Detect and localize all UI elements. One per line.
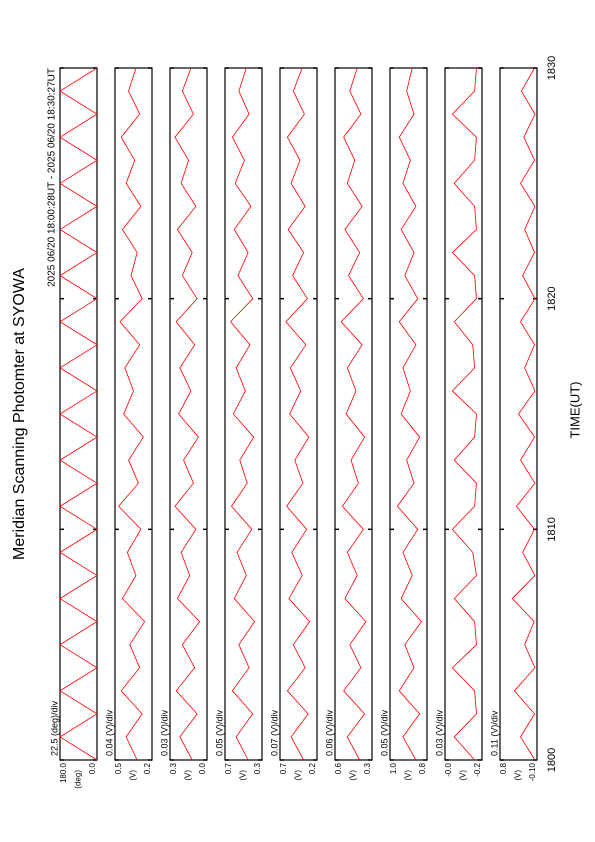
data-line [511, 67, 536, 761]
y-axis-label: (V) [404, 770, 413, 781]
y-tick-label: 0.5 [114, 762, 123, 774]
data-line [285, 67, 311, 761]
y-axis-label: (V) [349, 770, 358, 781]
x-axis-label: TIME(UT) [567, 381, 582, 438]
scale-label: 22.5 (deg)/div [49, 700, 59, 756]
y-axis-label: (V) [514, 770, 523, 781]
y-axis-label: (deg) [74, 770, 83, 789]
y-tick-label: 0.7 [224, 762, 233, 774]
scale-label: 0.05 (V)/div [379, 709, 389, 756]
y-tick-label: -0.0 [444, 762, 453, 776]
y-tick-label: 0.8 [499, 762, 508, 774]
x-tick-label: 1830 [546, 56, 558, 80]
chart-subtitle: 2025 06/20 18:00:28UT - 2025 06/20 18:30… [47, 68, 58, 287]
panel-frame [114, 67, 153, 761]
scale-label: 0.03 (V)/div [434, 709, 444, 756]
scale-label: 0.06 (V)/div [324, 709, 334, 756]
y-tick-label: 1.0 [389, 762, 398, 774]
y-tick-label: 0.3 [363, 762, 372, 774]
data-line [230, 67, 256, 761]
y-tick-label: 0.3 [253, 762, 262, 774]
panel-frame [389, 67, 428, 761]
rotated-chart: Meridian Scanning Photomter at SYOWA 202… [11, 56, 582, 789]
y-tick-label: 0.2 [308, 762, 317, 774]
y-tick-label: 0.0 [88, 762, 97, 774]
data-line [340, 67, 367, 761]
data-line [174, 67, 201, 761]
y-tick-label: 0.6 [334, 762, 343, 774]
scale-label: 0.05 (V)/div [214, 709, 224, 756]
panel-frame [279, 67, 318, 761]
scale-label: 0.04 (V)/div [104, 709, 114, 756]
y-tick-label: -0.10 [528, 762, 537, 781]
y-axis-label: (V) [184, 770, 193, 781]
y-tick-label: 0.0 [198, 762, 207, 774]
y-tick-label: 180.0 [59, 762, 68, 783]
y-tick-label: 0.7 [279, 762, 288, 774]
data-line [396, 67, 422, 761]
x-tick-label: 1810 [546, 517, 558, 541]
y-axis-label: (V) [129, 770, 138, 781]
data-line [59, 67, 98, 761]
x-tick-label: 1820 [546, 286, 558, 310]
data-line [451, 67, 477, 761]
panel-frame [224, 67, 263, 761]
x-tick-label: 1800 [546, 748, 558, 772]
y-tick-label: -0.2 [473, 762, 482, 776]
panel-frame [499, 67, 538, 761]
y-axis-label: (V) [459, 770, 468, 781]
y-tick-label: 0.3 [169, 762, 178, 774]
panel-frame [334, 67, 373, 761]
data-line [118, 67, 146, 761]
y-axis-label: (V) [239, 770, 248, 781]
panel-frame [444, 67, 483, 761]
y-axis-label: (V) [294, 770, 303, 781]
chart-title: Meridian Scanning Photomter at SYOWA [11, 268, 28, 560]
y-tick-label: 0.8 [418, 762, 427, 774]
scale-label: 0.11 (V)/div [489, 710, 499, 756]
y-tick-label: 0.2 [143, 762, 152, 774]
scale-label: 0.07 (V)/div [269, 709, 279, 756]
scale-label: 0.03 (V)/div [159, 709, 169, 756]
panel-frame [169, 67, 208, 761]
